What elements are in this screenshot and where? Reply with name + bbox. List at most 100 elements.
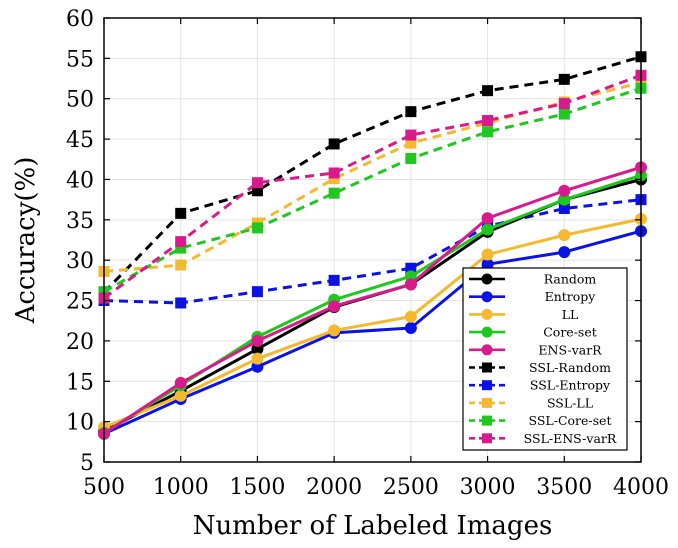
legend-label: SSL-ENS-varR — [524, 431, 617, 446]
data-point-ssl-entropy — [251, 286, 263, 298]
data-point-ssl-entropy — [328, 274, 340, 286]
data-point-ssl-ll — [175, 259, 187, 271]
y-tick-label: 55 — [66, 47, 94, 72]
legend-swatch-marker — [482, 397, 492, 408]
legend-label: SSL-LL — [547, 395, 593, 410]
data-point-ll — [251, 352, 264, 365]
data-point-ll — [404, 310, 417, 323]
series-entropy — [98, 225, 647, 440]
legend-swatch-marker — [481, 308, 493, 320]
data-point-ll — [174, 389, 187, 402]
y-tick-label: 35 — [66, 209, 94, 234]
data-point-core-set — [558, 193, 571, 206]
series-line-ssl-random — [102, 55, 642, 294]
data-point-ens-varr — [558, 184, 571, 197]
legend-swatch-marker — [481, 344, 493, 356]
data-point-ens-varr — [328, 300, 341, 313]
legend-item-entropy: Entropy — [469, 289, 596, 304]
legend-label: SSL-Random — [529, 360, 611, 375]
data-point-ssl-core-set — [328, 187, 340, 199]
axes — [103, 17, 642, 463]
legend-swatch-marker — [482, 433, 492, 444]
y-tick-label: 60 — [66, 7, 94, 32]
x-axis-title: Number of Labeled Images — [193, 511, 553, 541]
legend-item-ssl-random: SSL-Random — [469, 360, 611, 375]
data-point-ssl-entropy — [558, 203, 570, 215]
x-tick-label: 3500 — [536, 475, 592, 500]
data-point-ll — [481, 248, 494, 261]
plot-frame — [103, 17, 642, 463]
y-tick-label: 30 — [66, 249, 94, 274]
legend-item-ssl-ll: SSL-LL — [469, 395, 593, 410]
series-line-ssl-ens-varr — [103, 73, 642, 300]
data-point-entropy — [481, 258, 494, 271]
data-point-ssl-random — [558, 73, 570, 85]
data-point-ssl-ens-varr — [558, 98, 570, 110]
series-layer — [98, 51, 647, 440]
legend-label: SSL-Core-set — [529, 413, 612, 428]
data-point-ssl-random — [251, 185, 263, 197]
data-point-ssl-core-set — [405, 152, 417, 164]
legend-item-ssl-ens-varr: SSL-ENS-varR — [469, 431, 617, 446]
y-tick-label: 40 — [66, 168, 94, 193]
legend-label: Entropy — [545, 289, 597, 304]
data-point-ll — [558, 229, 571, 242]
data-point-core-set — [481, 223, 494, 236]
legend-item-ssl-core-set: SSL-Core-set — [469, 413, 611, 428]
legend-swatch-marker — [482, 415, 492, 426]
legend-label: Random — [544, 272, 597, 287]
data-point-ens-varr — [404, 278, 417, 291]
legend: Random Entropy LL Core-set ENS-varR SSL-Rando… — [462, 267, 628, 451]
y-axis-title: Accuracy(%) — [11, 157, 41, 325]
y-tick-label: 15 — [66, 370, 94, 395]
x-tick-label: 500 — [83, 475, 125, 500]
legend-item-random: Random — [469, 272, 596, 287]
data-point-ssl-core-set — [482, 126, 494, 138]
y-tick-label: 10 — [66, 411, 94, 436]
x-tick-label: 1500 — [229, 475, 285, 500]
x-tick-label: 3000 — [460, 475, 516, 500]
data-point-ssl-ll — [405, 137, 417, 149]
data-point-ll — [328, 324, 341, 337]
series-line-entropy — [103, 229, 642, 436]
data-point-ssl-entropy — [175, 297, 187, 309]
legend-swatch-marker — [482, 362, 492, 373]
tick-labels: 500 1000 1500 2000 2500 3000 3500 4000 5 10 15 20 25… — [66, 7, 669, 500]
legend-label: LL — [562, 307, 579, 322]
legend-swatch-marker — [481, 291, 493, 303]
x-tick-label: 1000 — [153, 475, 209, 500]
data-point-entropy — [404, 321, 417, 334]
legend-item-ens-varr: ENS-varR — [469, 342, 602, 357]
series-line-ll — [103, 217, 642, 429]
legend-label: Core-set — [543, 325, 597, 340]
y-tick-label: 25 — [66, 290, 94, 315]
legend-label: ENS-varR — [538, 342, 602, 357]
x-tick-label: 2000 — [306, 475, 362, 500]
x-tick-label: 4000 — [613, 475, 669, 500]
data-point-ssl-core-set — [251, 222, 263, 234]
series-ll — [98, 213, 647, 434]
data-point-ssl-random — [328, 138, 340, 150]
y-tick-label: 5 — [80, 451, 94, 476]
legend-swatch-marker — [482, 380, 492, 391]
y-tick-label: 45 — [66, 128, 94, 153]
data-point-ssl-random — [405, 106, 417, 118]
series-line-ssl-entropy — [103, 198, 642, 305]
data-point-ssl-ens-varr — [251, 177, 263, 189]
series-line-ens-varr — [103, 165, 642, 435]
y-tick-label: 50 — [66, 88, 94, 113]
legend-item-ll: LL — [469, 307, 578, 322]
data-point-ssl-core-set — [558, 108, 570, 120]
data-point-ssl-core-set — [175, 242, 187, 254]
data-point-ens-varr — [251, 334, 264, 347]
legend-item-ssl-entropy: SSL-Entropy — [469, 378, 611, 393]
y-tick-label: 20 — [66, 330, 94, 355]
legend-swatch-marker — [481, 326, 493, 338]
legend-swatch-marker — [481, 273, 493, 285]
data-point-ssl-entropy — [405, 262, 417, 274]
data-point-entropy — [558, 246, 571, 259]
data-point-ssl-random — [175, 207, 187, 219]
data-point-ssl-ens-varr — [328, 167, 340, 179]
